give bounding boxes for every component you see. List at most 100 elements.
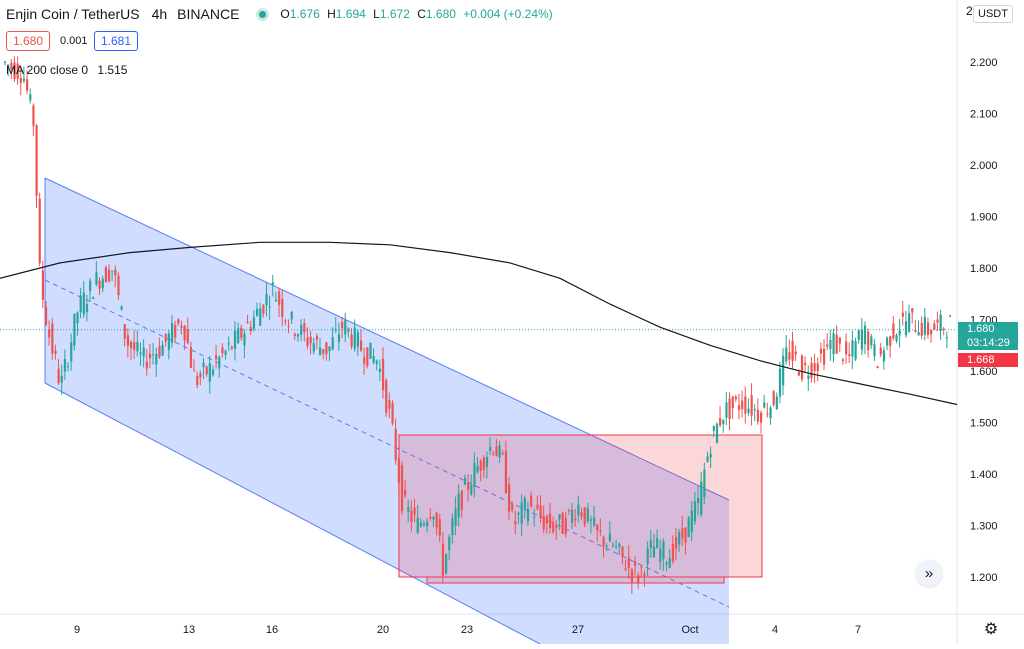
candle-body[interactable] <box>788 352 791 360</box>
candle-body[interactable] <box>706 456 709 462</box>
candle-body[interactable] <box>615 546 618 548</box>
candle-body[interactable] <box>747 408 750 413</box>
candle-body[interactable] <box>382 358 385 391</box>
candle-body[interactable] <box>152 354 155 356</box>
candle-body[interactable] <box>63 358 67 372</box>
candle-body[interactable] <box>737 405 741 411</box>
candle-body[interactable] <box>914 329 917 332</box>
gear-icon[interactable]: ⚙ <box>983 621 999 638</box>
candle-body[interactable] <box>750 395 753 416</box>
candle-body[interactable] <box>347 328 350 332</box>
ma-legend[interactable]: MA 200 close 0 1.515 <box>6 63 127 77</box>
candle-body[interactable] <box>508 484 511 512</box>
candle-body[interactable] <box>155 353 158 365</box>
candle-body[interactable] <box>482 457 485 470</box>
candle-body[interactable] <box>309 336 312 344</box>
candle-body[interactable] <box>161 344 164 356</box>
candle-body[interactable] <box>429 516 432 519</box>
candle-body[interactable] <box>271 282 274 285</box>
candle-body[interactable] <box>7 64 10 66</box>
candle-body[interactable] <box>319 347 322 355</box>
candle-body[interactable] <box>394 429 397 461</box>
candle-body[interactable] <box>306 337 309 347</box>
candle-body[interactable] <box>882 350 886 362</box>
candle-body[interactable] <box>826 344 829 347</box>
candle-body[interactable] <box>889 336 892 347</box>
candle-body[interactable] <box>753 409 756 411</box>
candle-body[interactable] <box>778 368 782 397</box>
candle-body[interactable] <box>728 398 731 419</box>
candle-body[interactable] <box>177 319 180 324</box>
candle-body[interactable] <box>448 536 451 551</box>
candle-body[interactable] <box>353 327 356 349</box>
candle-body[interactable] <box>602 536 605 547</box>
candle-body[interactable] <box>652 546 656 558</box>
candle-body[interactable] <box>246 321 249 324</box>
candle-body[interactable] <box>114 269 117 276</box>
candle-body[interactable] <box>668 558 671 569</box>
channel-lower-line[interactable] <box>44 382 541 645</box>
candle-body[interactable] <box>577 504 580 516</box>
candle-body[interactable] <box>120 306 123 310</box>
candle-body[interactable] <box>189 346 193 368</box>
candle-body[interactable] <box>363 357 366 364</box>
candle-body[interactable] <box>514 520 517 525</box>
candle-body[interactable] <box>722 419 725 425</box>
candle-body[interactable] <box>259 308 262 326</box>
candle-body[interactable] <box>926 322 930 335</box>
candle-body[interactable] <box>208 363 211 382</box>
candle-body[interactable] <box>85 304 89 313</box>
candle-body[interactable] <box>136 341 139 352</box>
interval-label[interactable]: 4h <box>151 6 168 22</box>
candle-body[interactable] <box>703 469 706 498</box>
candle-body[interactable] <box>804 362 807 366</box>
candle-body[interactable] <box>44 306 48 325</box>
candle-body[interactable] <box>807 375 810 379</box>
candle-body[interactable] <box>281 298 284 318</box>
candle-body[interactable] <box>605 545 608 547</box>
candle-body[interactable] <box>451 518 454 536</box>
candle-body[interactable] <box>838 337 841 344</box>
candle-body[interactable] <box>16 63 19 79</box>
candle-body[interactable] <box>574 518 577 521</box>
candle-body[interactable] <box>662 541 665 560</box>
candle-body[interactable] <box>596 524 599 531</box>
candle-body[interactable] <box>646 548 649 564</box>
candle-body[interactable] <box>618 543 621 547</box>
candle-body[interactable] <box>564 517 567 534</box>
candle-body[interactable] <box>422 523 426 526</box>
candle-body[interactable] <box>756 410 760 422</box>
candle-body[interactable] <box>879 347 882 355</box>
candle-body[interactable] <box>530 495 533 507</box>
candle-body[interactable] <box>498 445 501 458</box>
candle-body[interactable] <box>863 325 867 345</box>
candle-body[interactable] <box>284 320 287 322</box>
candle-body[interactable] <box>637 575 640 584</box>
candle-body[interactable] <box>917 332 920 336</box>
currency-button[interactable]: USDT <box>973 5 1013 23</box>
candle-body[interactable] <box>400 465 404 512</box>
candle-body[interactable] <box>445 554 448 574</box>
candle-body[interactable] <box>41 270 44 300</box>
candle-body[interactable] <box>385 379 388 413</box>
candle-body[interactable] <box>111 270 114 272</box>
candle-body[interactable] <box>476 465 479 473</box>
candle-body[interactable] <box>230 346 233 349</box>
candle-body[interactable] <box>479 460 482 471</box>
candle-body[interactable] <box>48 329 51 338</box>
candle-body[interactable] <box>92 297 95 299</box>
candle-body[interactable] <box>782 355 785 386</box>
candle-body[interactable] <box>104 267 107 283</box>
candle-body[interactable] <box>823 349 826 365</box>
candle-body[interactable] <box>709 453 712 458</box>
candle-body[interactable] <box>687 517 690 538</box>
candle-body[interactable] <box>580 512 583 517</box>
candle-body[interactable] <box>312 343 315 352</box>
candle-body[interactable] <box>501 452 504 454</box>
candle-body[interactable] <box>60 375 63 383</box>
candle-body[interactable] <box>523 498 526 509</box>
candle-body[interactable] <box>684 527 687 543</box>
candle-body[interactable] <box>945 337 949 339</box>
candle-body[interactable] <box>904 321 908 336</box>
candle-body[interactable] <box>819 348 823 354</box>
